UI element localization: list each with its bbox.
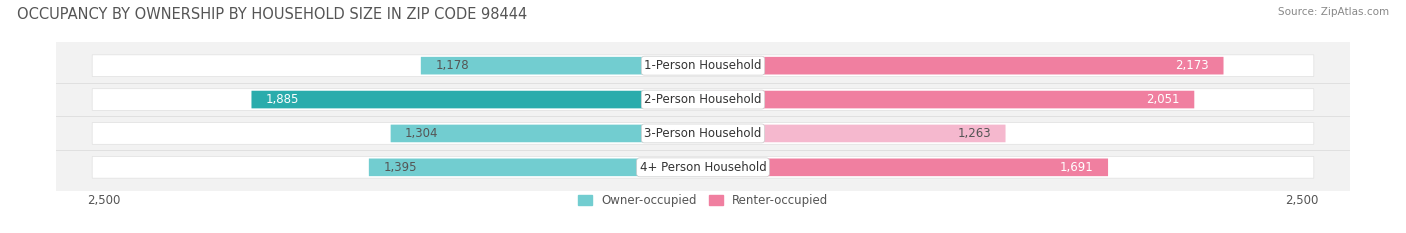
Text: 1,691: 1,691 xyxy=(1060,161,1094,174)
Legend: Owner-occupied, Renter-occupied: Owner-occupied, Renter-occupied xyxy=(572,190,834,212)
FancyBboxPatch shape xyxy=(703,125,1005,142)
Text: 1,178: 1,178 xyxy=(436,59,468,72)
FancyBboxPatch shape xyxy=(252,91,703,108)
FancyBboxPatch shape xyxy=(703,57,1223,75)
Text: 2,173: 2,173 xyxy=(1175,59,1209,72)
Text: 1,304: 1,304 xyxy=(405,127,439,140)
Text: 1-Person Household: 1-Person Household xyxy=(644,59,762,72)
Text: 2-Person Household: 2-Person Household xyxy=(644,93,762,106)
FancyBboxPatch shape xyxy=(703,158,1108,176)
Text: 2,051: 2,051 xyxy=(1146,93,1180,106)
FancyBboxPatch shape xyxy=(93,123,1313,144)
FancyBboxPatch shape xyxy=(368,158,703,176)
Text: 4+ Person Household: 4+ Person Household xyxy=(640,161,766,174)
FancyBboxPatch shape xyxy=(93,157,1313,178)
Text: 1,263: 1,263 xyxy=(957,127,991,140)
Text: Source: ZipAtlas.com: Source: ZipAtlas.com xyxy=(1278,7,1389,17)
Text: OCCUPANCY BY OWNERSHIP BY HOUSEHOLD SIZE IN ZIP CODE 98444: OCCUPANCY BY OWNERSHIP BY HOUSEHOLD SIZE… xyxy=(17,7,527,22)
Text: 1,395: 1,395 xyxy=(384,161,416,174)
Text: 3-Person Household: 3-Person Household xyxy=(644,127,762,140)
FancyBboxPatch shape xyxy=(391,125,703,142)
Text: 1,885: 1,885 xyxy=(266,93,299,106)
FancyBboxPatch shape xyxy=(93,55,1313,76)
FancyBboxPatch shape xyxy=(420,57,703,75)
FancyBboxPatch shape xyxy=(93,89,1313,110)
FancyBboxPatch shape xyxy=(703,91,1194,108)
